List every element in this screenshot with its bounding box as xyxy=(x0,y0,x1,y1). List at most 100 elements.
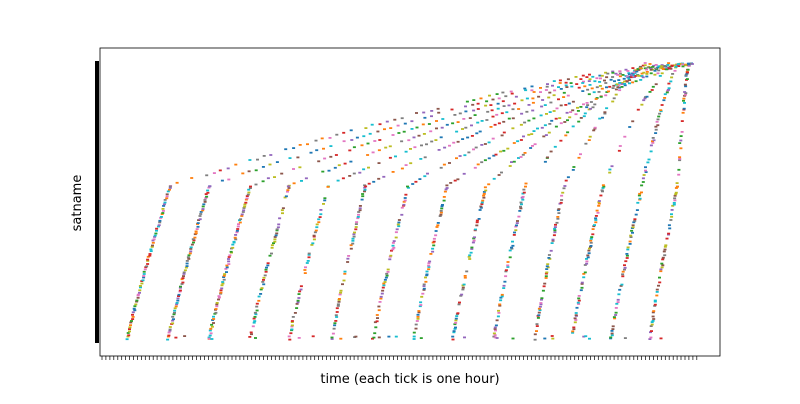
data-point xyxy=(443,146,447,149)
data-point xyxy=(513,102,517,105)
data-point xyxy=(383,281,387,283)
data-point xyxy=(665,237,669,240)
data-point xyxy=(248,336,252,338)
data-point xyxy=(243,203,247,206)
data-point xyxy=(219,291,223,294)
plot-area-frame xyxy=(99,47,721,357)
data-point xyxy=(366,142,370,145)
data-point xyxy=(577,120,581,123)
data-point xyxy=(281,207,285,210)
data-point xyxy=(533,333,537,336)
data-point xyxy=(661,258,665,261)
data-point xyxy=(527,119,531,122)
data-point xyxy=(255,302,259,305)
data-point xyxy=(465,100,469,103)
data-point xyxy=(204,193,208,195)
data-point xyxy=(435,120,438,122)
data-point xyxy=(339,289,343,292)
data-point xyxy=(349,160,353,163)
data-point xyxy=(422,133,426,135)
data-point xyxy=(178,290,182,293)
data-point xyxy=(352,233,356,236)
data-point xyxy=(598,117,602,120)
data-point xyxy=(535,323,539,325)
data-point xyxy=(609,337,613,340)
data-point xyxy=(557,86,560,88)
data-point xyxy=(358,209,362,212)
data-point xyxy=(635,70,639,73)
data-point xyxy=(516,220,519,222)
data-point xyxy=(520,99,524,102)
data-point xyxy=(149,250,153,252)
data-point xyxy=(434,139,438,141)
data-point xyxy=(604,94,608,97)
data-point xyxy=(679,147,683,150)
data-point xyxy=(290,324,294,327)
data-point xyxy=(442,199,446,202)
data-point xyxy=(557,212,561,214)
data-point xyxy=(537,95,541,98)
data-point xyxy=(626,70,630,72)
data-point xyxy=(553,231,557,234)
data-point xyxy=(172,318,175,321)
data-point xyxy=(663,248,667,251)
data-point xyxy=(423,175,427,178)
data-point xyxy=(614,314,618,316)
data-point xyxy=(333,324,337,327)
data-point xyxy=(643,64,647,67)
data-point xyxy=(290,328,294,331)
data-point xyxy=(227,256,231,258)
data-point xyxy=(532,130,536,132)
data-point xyxy=(397,219,401,221)
data-point xyxy=(552,80,556,82)
data-point xyxy=(667,67,671,70)
data-point xyxy=(620,283,624,286)
data-point xyxy=(296,156,300,159)
data-point xyxy=(614,88,618,91)
data-point xyxy=(631,81,635,84)
data-point xyxy=(587,139,591,141)
data-point xyxy=(554,223,557,226)
data-point xyxy=(391,171,395,173)
data-point xyxy=(487,141,491,144)
data-point xyxy=(559,88,563,90)
data-point xyxy=(611,71,615,74)
data-point xyxy=(425,143,428,146)
data-point xyxy=(337,164,341,167)
data-point xyxy=(131,318,135,320)
data-point xyxy=(427,262,431,265)
data-point xyxy=(600,87,604,90)
data-point xyxy=(259,293,263,295)
data-point xyxy=(166,338,170,341)
data-point xyxy=(611,328,615,330)
data-point xyxy=(660,65,664,68)
data-point xyxy=(627,72,631,74)
data-point xyxy=(442,163,446,166)
data-point xyxy=(584,142,588,145)
data-point xyxy=(448,144,451,147)
data-point xyxy=(495,113,499,116)
data-point xyxy=(254,183,258,186)
data-point xyxy=(541,289,545,292)
data-point xyxy=(468,254,472,257)
data-point xyxy=(659,66,662,69)
data-point xyxy=(684,85,688,88)
data-point xyxy=(247,188,251,191)
data-point xyxy=(516,140,520,143)
data-point xyxy=(529,147,533,149)
data-point xyxy=(491,115,495,118)
data-point xyxy=(203,199,207,201)
data-point xyxy=(397,225,401,228)
data-point xyxy=(686,62,690,65)
data-point xyxy=(373,140,377,142)
data-point xyxy=(427,264,431,267)
data-point xyxy=(174,336,178,339)
data-point xyxy=(463,275,467,277)
data-point xyxy=(636,68,640,70)
data-point xyxy=(249,331,253,334)
data-point xyxy=(313,231,317,234)
data-point xyxy=(373,321,377,324)
data-point xyxy=(451,338,455,341)
data-point xyxy=(215,302,219,304)
